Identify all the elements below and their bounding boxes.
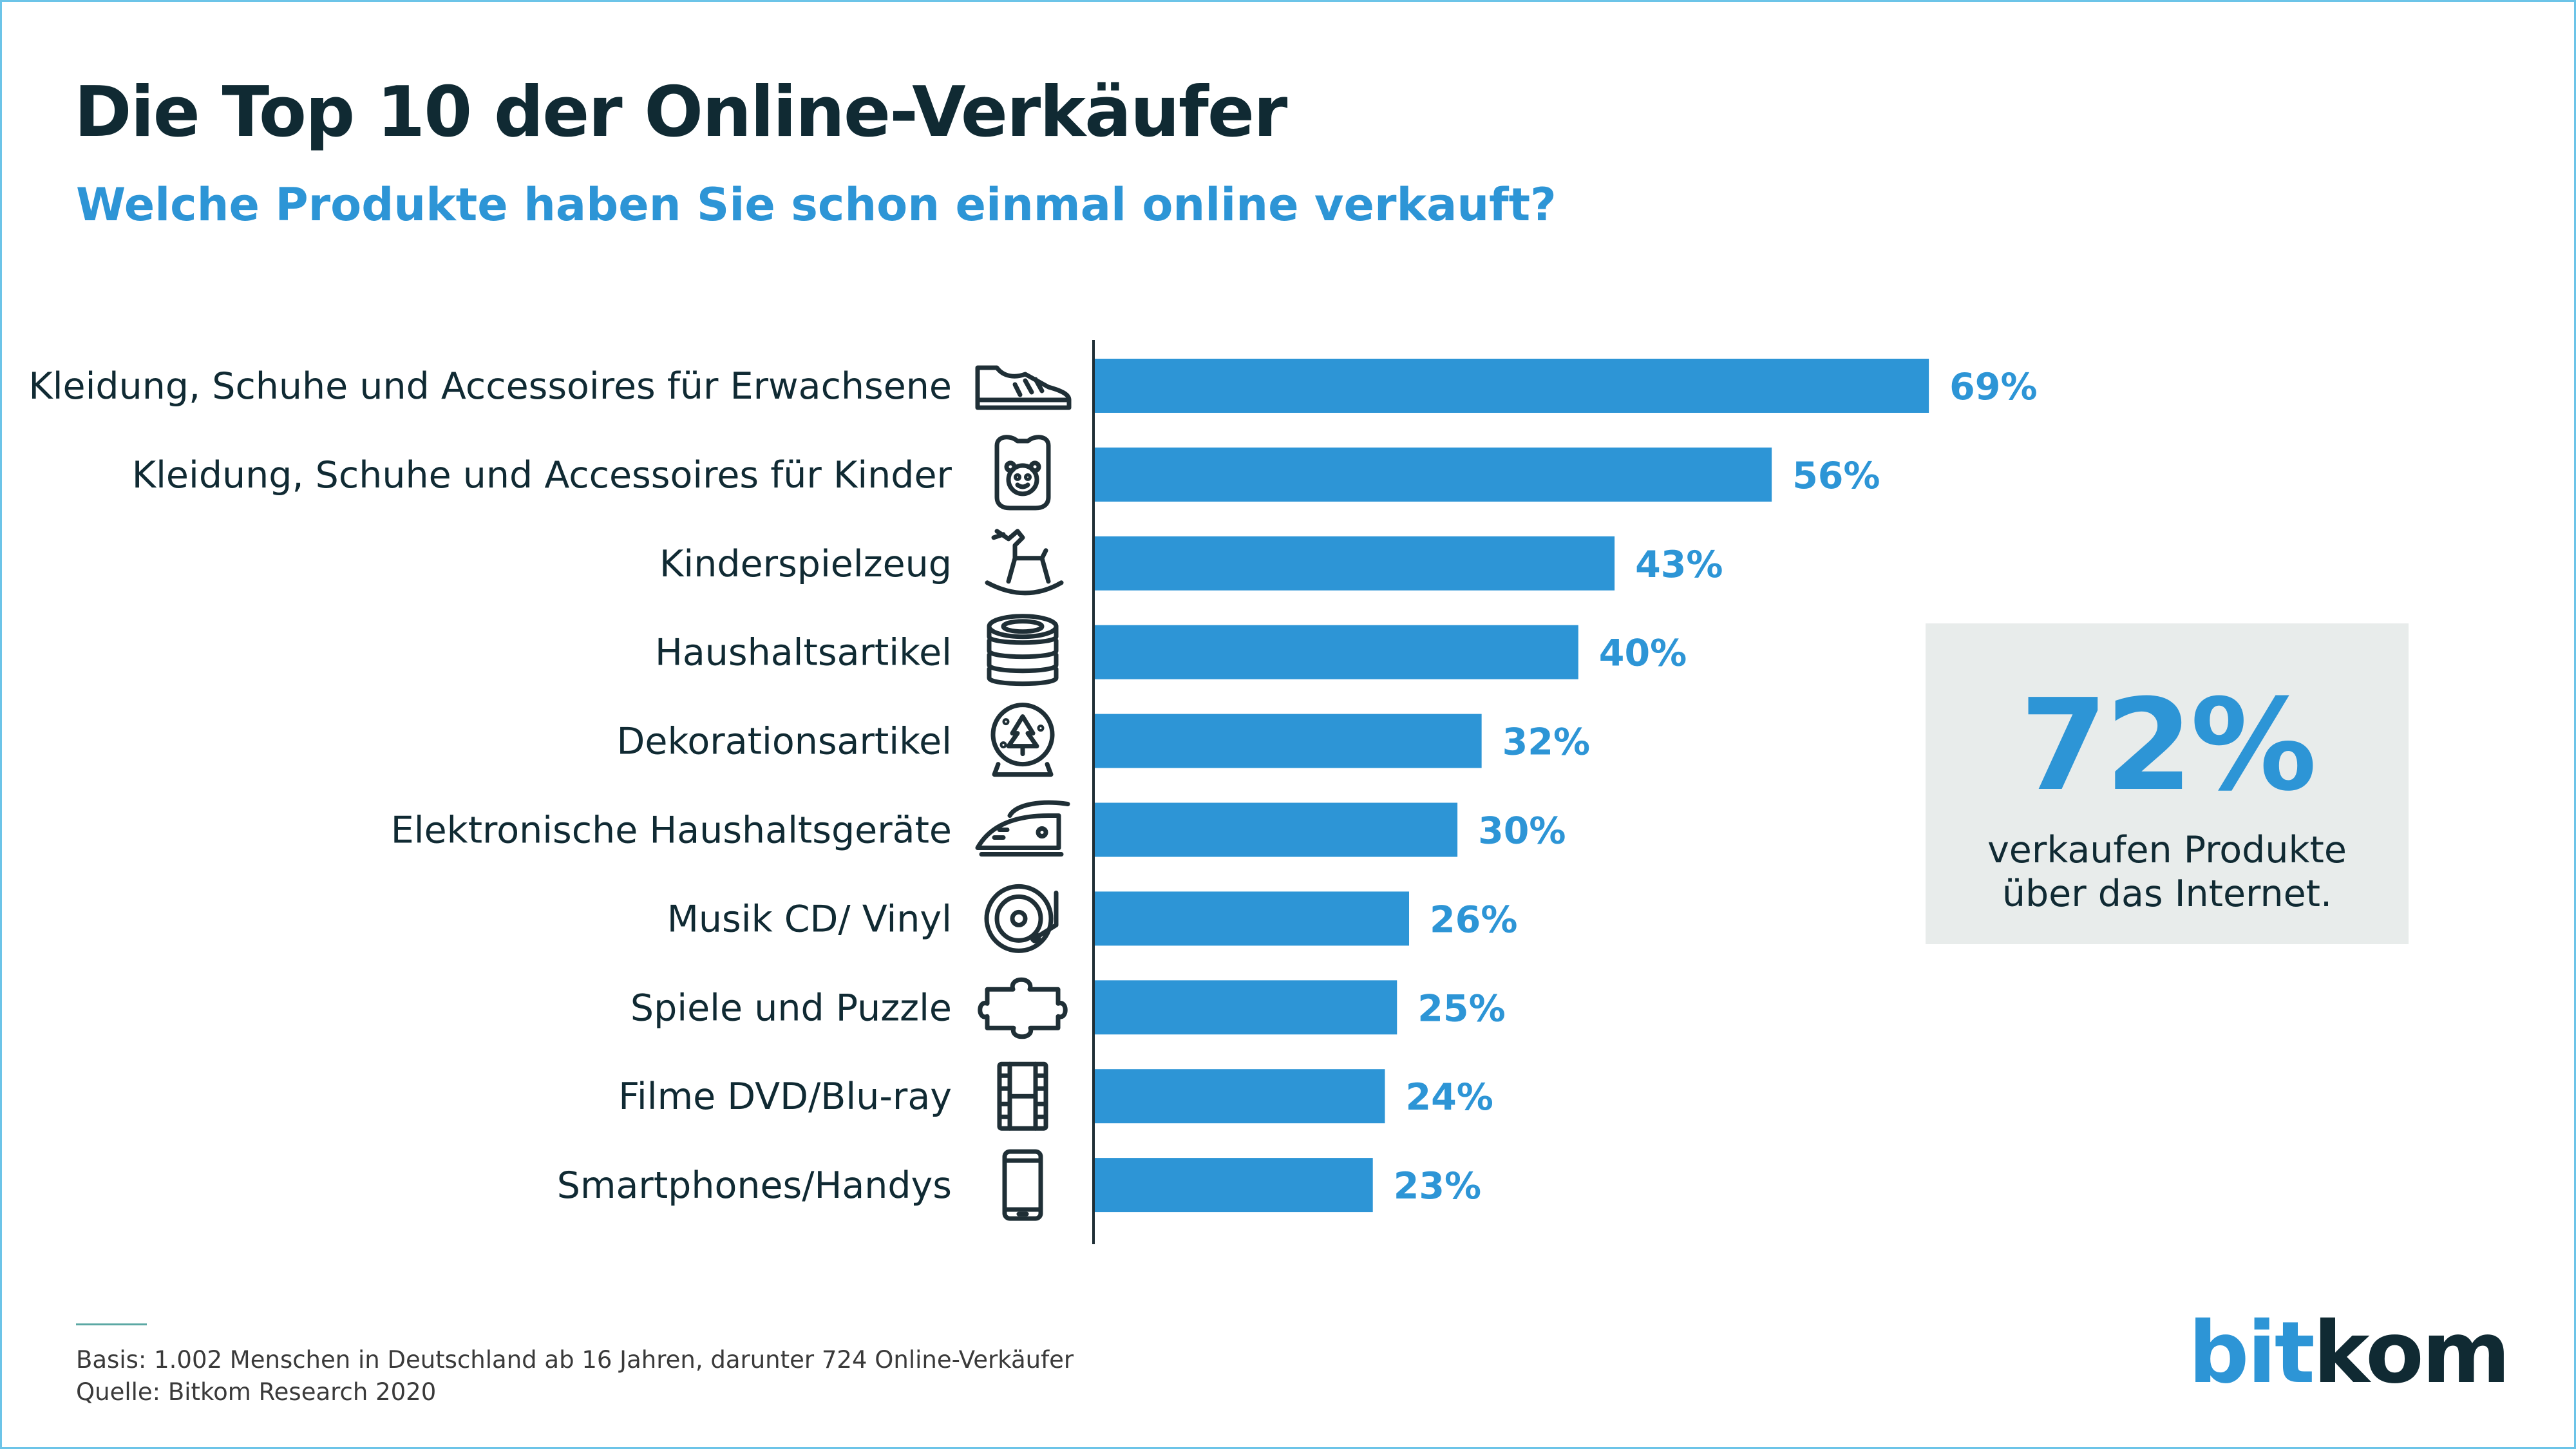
footer-source: Quelle: Bitkom Research 2020 <box>76 1378 437 1406</box>
category-label: Spiele und Puzzle <box>630 987 952 1029</box>
value-label: 32% <box>1502 721 1590 764</box>
category-label: Elektronische Haushaltsgeräte <box>391 810 952 852</box>
footer-basis: Basis: 1.002 Menschen in Deutschland ab … <box>76 1346 1074 1374</box>
footer-divider <box>76 1323 147 1325</box>
value-label: 23% <box>1394 1165 1481 1208</box>
bar <box>1095 536 1615 591</box>
sneaker-icon <box>975 365 1072 410</box>
summary-callout: 72% verkaufen Produkte über das Internet… <box>1926 623 2409 944</box>
film-strip-icon <box>997 1061 1048 1131</box>
bar <box>1095 447 1772 502</box>
value-label: 40% <box>1599 632 1687 675</box>
snow-globe-icon <box>990 703 1055 777</box>
bar <box>1095 714 1482 768</box>
rocking-horse-icon <box>985 529 1064 596</box>
category-label: Dekorationsartikel <box>617 721 952 763</box>
smartphone-icon <box>1002 1149 1043 1221</box>
value-label: 25% <box>1417 987 1505 1030</box>
category-label: Kleidung, Schuhe und Accessoires für Kin… <box>132 454 952 497</box>
value-label: 43% <box>1635 544 1723 586</box>
value-label: 26% <box>1430 898 1517 941</box>
category-label: Haushaltsartikel <box>655 632 952 674</box>
callout-line-2: über das Internet. <box>2002 873 2333 915</box>
value-label: 30% <box>1478 810 1566 853</box>
plates-stack-icon <box>987 614 1059 687</box>
puzzle-piece-icon <box>978 977 1068 1039</box>
value-label: 24% <box>1405 1076 1493 1119</box>
iron-icon <box>975 800 1070 857</box>
bitkom-logo: bitkom <box>2188 1303 2510 1403</box>
bar <box>1095 980 1397 1035</box>
callout-line-1: verkaufen Produkte <box>1987 829 2347 871</box>
baby-bib-icon <box>994 435 1051 511</box>
bar <box>1095 359 1929 413</box>
category-label: Kleidung, Schuhe und Accessoires für Erw… <box>28 365 952 408</box>
chart-subtitle: Welche Produkte haben Sie schon einmal o… <box>76 178 1557 231</box>
bar <box>1095 891 1410 946</box>
bar <box>1095 1158 1373 1213</box>
vinyl-record-icon <box>984 884 1059 953</box>
category-label: Kinderspielzeug <box>659 543 952 585</box>
category-label: Smartphones/Handys <box>557 1164 952 1207</box>
callout-value: 72% <box>2020 672 2316 819</box>
value-label: 56% <box>1792 455 1880 497</box>
bar <box>1095 802 1458 857</box>
chart-title: Die Top 10 der Online-Verkäufer <box>74 72 1287 153</box>
value-label: 69% <box>1949 366 2037 408</box>
category-label: Filme DVD/Blu-ray <box>618 1075 952 1118</box>
bar <box>1095 625 1578 679</box>
bar <box>1095 1069 1385 1124</box>
category-label: Musik CD/ Vinyl <box>667 898 952 940</box>
